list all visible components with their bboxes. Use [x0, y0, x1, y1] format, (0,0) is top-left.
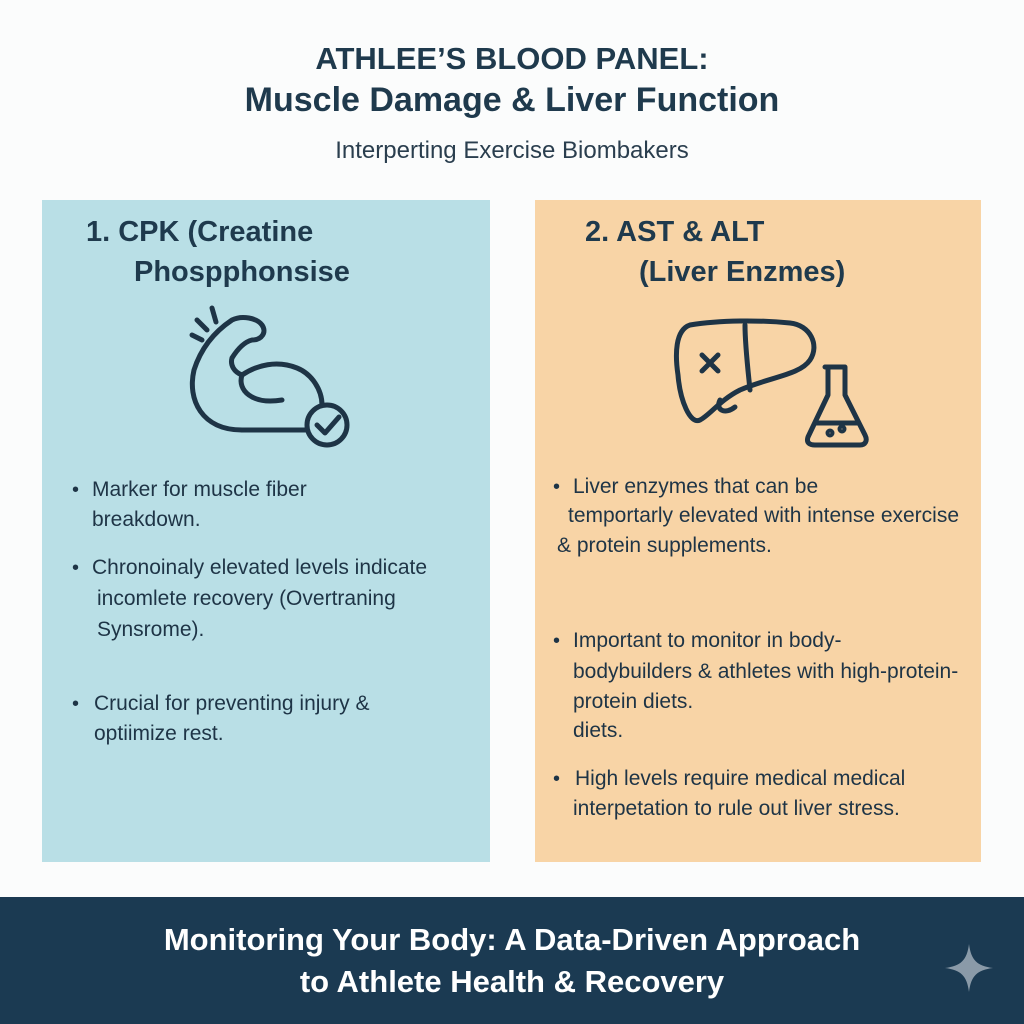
sparkle-icon [945, 944, 993, 992]
cpk-text-line: Marker for muscle fiber [92, 478, 307, 501]
footer-line1: Monitoring Your Body: A Data-Driven Appr… [163, 922, 861, 957]
cpk-panel: 1. CPK (Creatine Phospphonsise • Marker … [42, 200, 490, 862]
ast-alt-text-line: Liver enzymes that can be [573, 475, 819, 498]
ast-alt-text-line: Important to monitor in body- [573, 629, 842, 652]
cpk-text-line: Chronoinaly elevated levels indicate [92, 556, 428, 579]
page-subtitle: Interperting Exercise Biombakers [335, 137, 689, 164]
page-title-line1: ATHLEE’S BLOOD PANEL: [315, 41, 709, 76]
cpk-text-line: Synsrome). [97, 618, 205, 641]
cpk-heading-line1: 1. CPK (Creatine [86, 216, 314, 248]
ast-alt-text-line: temportarly elevated with intense exerci… [568, 504, 960, 527]
ast-alt-text-line: diets. [573, 719, 624, 742]
bullet-dot: • [72, 693, 80, 715]
bullet-dot: • [553, 476, 561, 498]
page-title-line2: Muscle Damage & Liver Function [244, 81, 780, 119]
ast-alt-heading-line1: 2. AST & ALT [585, 216, 765, 248]
footer-line2: to Athlete Health & Recovery [299, 964, 725, 999]
ast-alt-text-line: protein diets. [573, 690, 694, 713]
liver-flask-icon [674, 318, 869, 448]
footer-banner: Monitoring Your Body: A Data-Driven Appr… [0, 897, 1024, 1024]
bullet-dot: • [553, 768, 561, 790]
ast-alt-text-line: bodybuilders & athletes with high-protei… [573, 660, 959, 683]
ast-alt-panel: 2. AST & ALT (Liver Enzmes) • Liver enzy… [535, 200, 981, 862]
ast-alt-heading-line2: (Liver Enzmes) [639, 256, 846, 288]
ast-alt-text-line: interpetation to rule out liver stress. [573, 797, 900, 820]
bullet-dot: • [72, 557, 80, 579]
bullet-dot: • [553, 630, 561, 652]
flexed-arm-check-icon [189, 305, 350, 448]
cpk-heading-line2: Phospphonsise [134, 256, 350, 288]
cpk-text-line: breakdown. [92, 508, 201, 531]
ast-alt-text-line: & protein supplements. [557, 534, 772, 557]
bullet-dot: • [72, 479, 80, 501]
cpk-text-line: optiimize rest. [94, 722, 224, 745]
ast-alt-text-line: High levels require medical medical [575, 767, 906, 790]
cpk-text-line: Crucial for preventing injury & [94, 692, 370, 715]
cpk-text-line: incomlete recovery (Overtraning [97, 587, 396, 610]
